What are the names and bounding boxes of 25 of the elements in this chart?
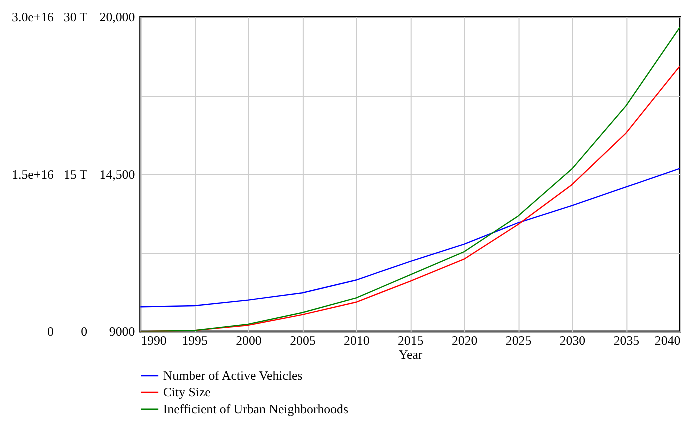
y-tick-label: 20,000 <box>100 10 136 24</box>
line-series <box>140 168 680 308</box>
y2-tick-label: 15 T <box>64 168 88 182</box>
x-axis-title: Year <box>399 348 424 362</box>
x-tick-label: 2010 <box>344 334 370 348</box>
x-tick-label: 2000 <box>236 334 262 348</box>
x-tick-label: 2040 <box>654 334 681 348</box>
y-tick-label: 14,500 <box>100 168 136 182</box>
x-tick-label: 2005 <box>290 334 316 348</box>
y3-tick-label: 3.0e+16 <box>12 10 55 24</box>
y3-tick-label: 1.5e+16 <box>12 168 55 182</box>
x-tick-label: 2025 <box>506 334 532 348</box>
x-tick-label: 1995 <box>182 334 208 348</box>
x-tick-label: 2035 <box>614 334 640 348</box>
y2-tick-label: 0 <box>81 325 88 340</box>
x-tick-label: 1990 <box>141 334 167 348</box>
y3-tick-label: 0 <box>48 325 54 340</box>
legend-label: Number of Active Vehicles <box>163 368 303 383</box>
x-tick-label: 2015 <box>398 334 424 348</box>
legend-label: City Size <box>163 386 212 400</box>
legend-label: Inefficient of Urban Neighborhoods <box>163 402 348 416</box>
y-tick-label: 9000 <box>109 325 136 340</box>
y2-tick-label: 30 T <box>64 10 88 24</box>
x-tick-label: 2020 <box>452 334 478 348</box>
x-tick-label: 2030 <box>560 334 586 348</box>
